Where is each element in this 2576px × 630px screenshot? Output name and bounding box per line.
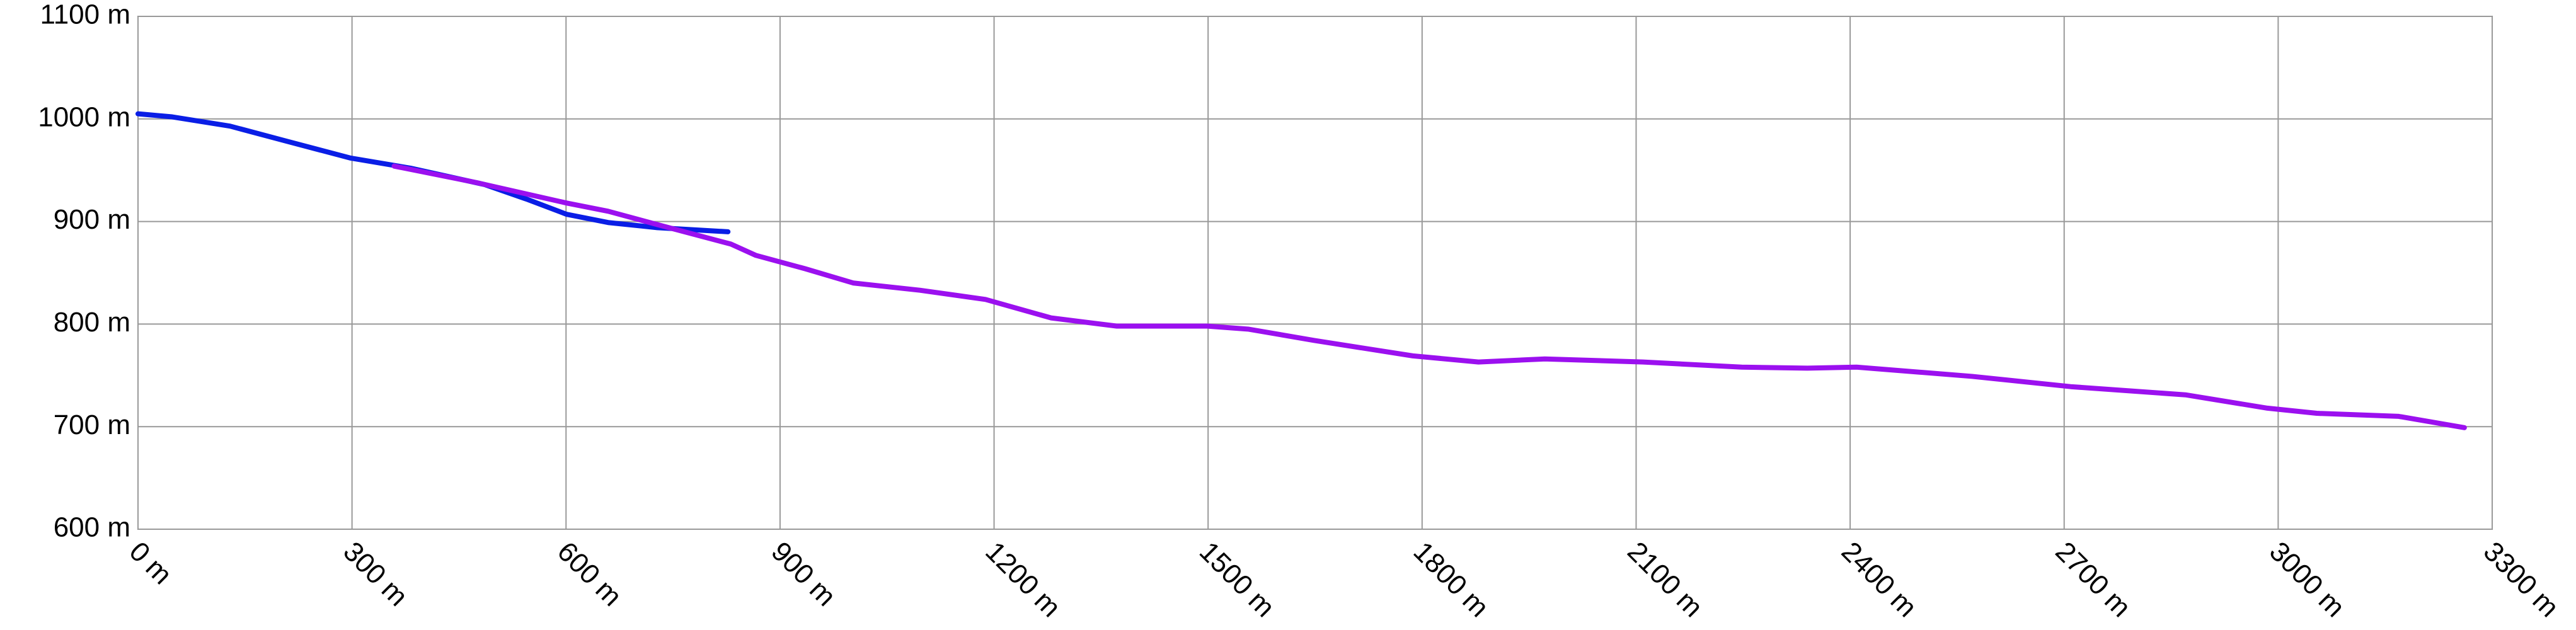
y-tick-label: 700 m — [54, 410, 130, 440]
x-tick-label: 3000 m — [2263, 536, 2350, 623]
x-tick-label: 2700 m — [2049, 536, 2136, 623]
y-tick-label: 900 m — [54, 204, 130, 235]
y-tick-label: 800 m — [54, 307, 130, 338]
y-tick-label: 600 m — [54, 512, 130, 543]
plot-area — [137, 16, 2493, 530]
x-tick-label: 2100 m — [1621, 536, 1708, 623]
series-line — [391, 163, 2467, 430]
x-tick-label: 300 m — [337, 536, 413, 612]
x-tick-label: 600 m — [551, 536, 628, 612]
x-tick-label: 1800 m — [1408, 536, 1495, 623]
x-tick-label: 3300 m — [2478, 536, 2565, 623]
x-tick-label: 1200 m — [979, 536, 1066, 623]
x-tick-label: 2400 m — [1836, 536, 1923, 623]
y-tick-label: 1100 m — [40, 0, 131, 30]
x-tick-label: 900 m — [766, 536, 842, 612]
y-tick-label: 1000 m — [38, 101, 130, 132]
x-tick-label: 0 m — [124, 536, 178, 591]
x-tick-label: 1500 m — [1193, 536, 1280, 623]
